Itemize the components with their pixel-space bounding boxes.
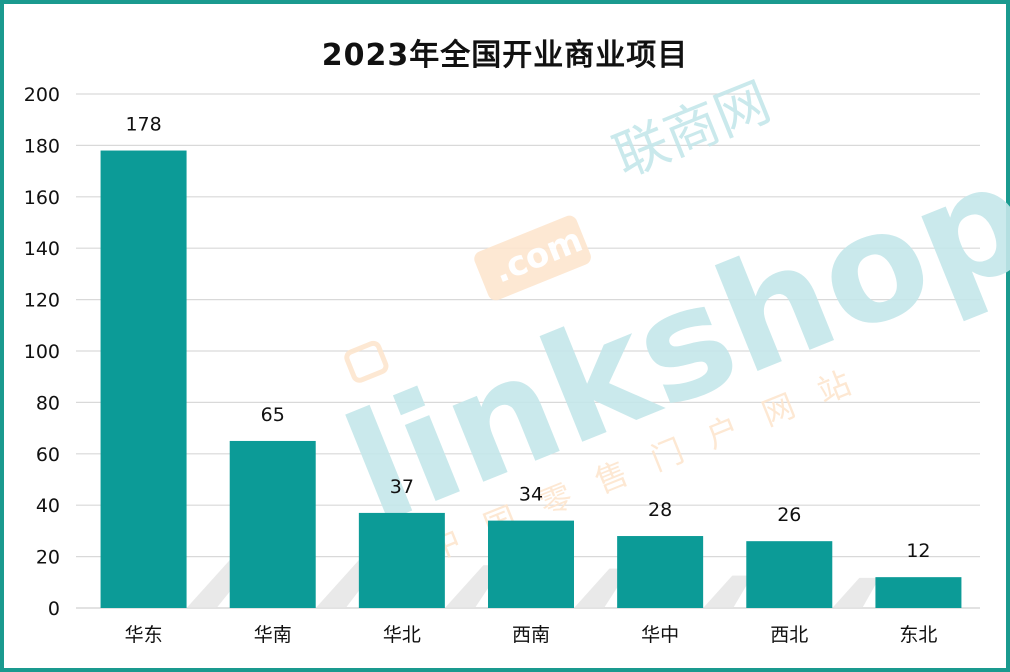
x-category-label: 华南 — [254, 624, 292, 646]
y-tick-label: 140 — [24, 238, 60, 260]
data-label: 34 — [519, 484, 543, 506]
y-tick-label: 200 — [24, 84, 60, 106]
bar-华东 — [100, 150, 187, 609]
watermark-dotcom-badge — [474, 215, 591, 301]
linkshop-watermark-logo: linkshop .com 联商网 中国零售门户网站 — [325, 70, 1010, 569]
x-category-label: 华北 — [383, 624, 421, 646]
x-category-label: 西南 — [512, 624, 550, 646]
bar-华北 — [358, 512, 445, 608]
data-label: 12 — [906, 540, 930, 562]
bar-华中 — [617, 536, 704, 608]
y-tick-label: 120 — [24, 290, 60, 312]
bar-shadow — [703, 575, 753, 608]
bars — [100, 150, 962, 609]
bar-shadow — [574, 568, 630, 608]
y-tick-label: 20 — [36, 547, 60, 569]
bar-东北 — [875, 577, 962, 608]
y-tick-label: 40 — [36, 495, 60, 517]
x-category-label: 东北 — [899, 624, 937, 646]
y-tick-label: 80 — [36, 392, 60, 414]
bar-华南 — [229, 440, 316, 608]
data-label: 26 — [777, 504, 801, 526]
x-category-label: 华东 — [125, 624, 163, 646]
data-labels: 178 65 37 34 28 26 12 — [125, 114, 930, 563]
gridlines — [76, 93, 980, 609]
y-tick-label: 0 — [48, 598, 60, 620]
y-axis: 0 20 40 60 80 100 120 140 160 180 200 — [24, 84, 60, 620]
data-label: 28 — [648, 499, 672, 521]
chart-title: 2023年全国开业商业项目 — [321, 38, 689, 73]
bar-西北 — [746, 541, 833, 608]
y-tick-label: 180 — [24, 135, 60, 157]
watermark-chat-icon — [344, 340, 389, 383]
x-category-label: 西北 — [770, 624, 808, 646]
data-label: 65 — [261, 404, 285, 426]
x-category-label: 华中 — [641, 624, 679, 646]
watermark-site-name: 联商网 — [605, 70, 779, 189]
x-axis: 华东 华南 华北 西南 华中 西北 东北 — [125, 624, 938, 646]
data-label: 178 — [125, 114, 161, 136]
y-tick-label: 160 — [24, 187, 60, 209]
watermark-brand-text: linkshop — [325, 129, 1010, 559]
bar-shadow — [832, 577, 880, 608]
bar-西南 — [488, 520, 574, 608]
y-tick-label: 100 — [24, 341, 60, 363]
y-tick-label: 60 — [36, 444, 60, 466]
data-label: 37 — [390, 476, 414, 498]
